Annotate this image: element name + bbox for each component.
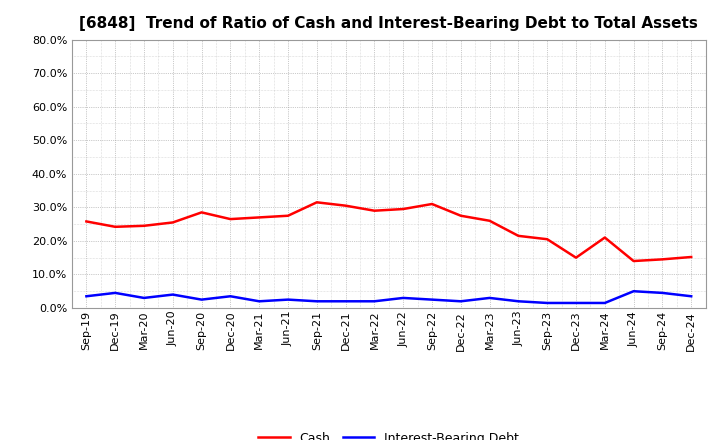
Interest-Bearing Debt <box>111 290 120 296</box>
Line: Interest-Bearing Debt: Interest-Bearing Debt <box>86 291 691 303</box>
Interest-Bearing Debt <box>658 290 667 296</box>
Interest-Bearing Debt <box>370 299 379 304</box>
Cash <box>514 233 523 238</box>
Title: [6848]  Trend of Ratio of Cash and Interest-Bearing Debt to Total Assets: [6848] Trend of Ratio of Cash and Intere… <box>79 16 698 32</box>
Cash <box>197 210 206 215</box>
Interest-Bearing Debt <box>456 299 465 304</box>
Interest-Bearing Debt <box>428 297 436 302</box>
Cash <box>572 255 580 260</box>
Interest-Bearing Debt <box>543 301 552 306</box>
Cash <box>600 235 609 240</box>
Interest-Bearing Debt <box>600 301 609 306</box>
Cash <box>399 206 408 212</box>
Interest-Bearing Debt <box>312 299 321 304</box>
Interest-Bearing Debt <box>399 295 408 301</box>
Interest-Bearing Debt <box>629 289 638 294</box>
Cash <box>629 258 638 264</box>
Legend: Cash, Interest-Bearing Debt: Cash, Interest-Bearing Debt <box>253 427 524 440</box>
Interest-Bearing Debt <box>485 295 494 301</box>
Interest-Bearing Debt <box>255 299 264 304</box>
Cash <box>111 224 120 229</box>
Interest-Bearing Debt <box>226 293 235 299</box>
Cash <box>658 257 667 262</box>
Interest-Bearing Debt <box>572 301 580 306</box>
Interest-Bearing Debt <box>514 299 523 304</box>
Cash <box>428 202 436 207</box>
Interest-Bearing Debt <box>687 293 696 299</box>
Cash <box>485 218 494 224</box>
Line: Cash: Cash <box>86 202 691 261</box>
Cash <box>168 220 177 225</box>
Interest-Bearing Debt <box>284 297 292 302</box>
Cash <box>341 203 350 208</box>
Cash <box>82 219 91 224</box>
Cash <box>255 215 264 220</box>
Cash <box>543 237 552 242</box>
Cash <box>370 208 379 213</box>
Cash <box>226 216 235 222</box>
Interest-Bearing Debt <box>197 297 206 302</box>
Interest-Bearing Debt <box>168 292 177 297</box>
Cash <box>284 213 292 218</box>
Interest-Bearing Debt <box>341 299 350 304</box>
Cash <box>312 200 321 205</box>
Cash <box>687 254 696 260</box>
Interest-Bearing Debt <box>82 293 91 299</box>
Cash <box>456 213 465 218</box>
Cash <box>140 223 148 228</box>
Interest-Bearing Debt <box>140 295 148 301</box>
